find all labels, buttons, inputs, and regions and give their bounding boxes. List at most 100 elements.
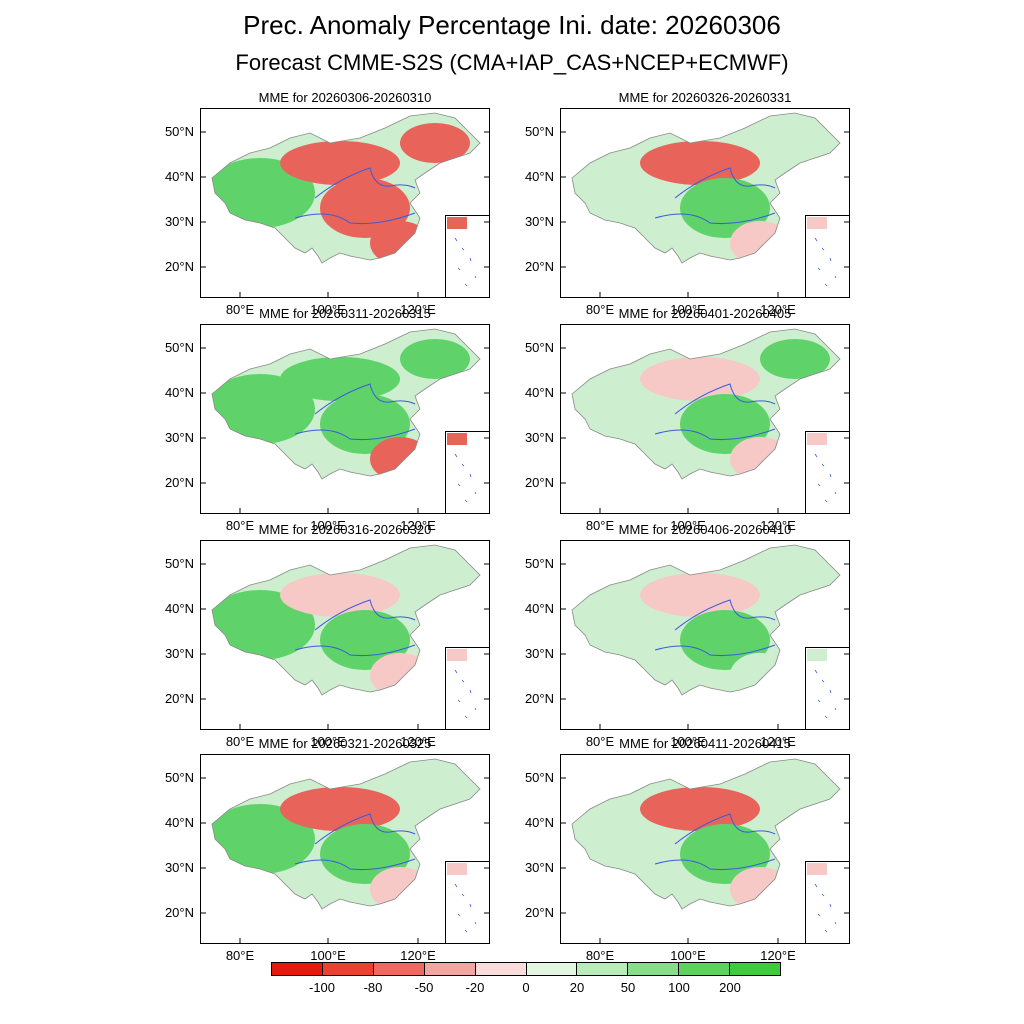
lat-label: 40°N (524, 815, 554, 830)
center-region (680, 178, 770, 238)
center-region (320, 610, 410, 670)
colorbar-segment (424, 963, 476, 975)
lat-label: 50°N (524, 556, 554, 571)
lat-label: 30°N (524, 646, 554, 661)
country-outline (211, 544, 481, 696)
center-region (320, 178, 410, 238)
panel-title: MME for 20260406-20260410 (618, 522, 792, 537)
south-china-sea-inset (805, 861, 850, 944)
yangtze-river (654, 644, 776, 657)
yangtze-river (654, 428, 776, 441)
lat-label: 40°N (164, 385, 194, 400)
yellow-river (674, 383, 776, 415)
china-map (560, 324, 850, 514)
west-region (572, 158, 675, 228)
lat-label: 50°N (164, 770, 194, 785)
colorbar-tick-label: -50 (414, 980, 434, 995)
colorbar-tick-label: -20 (465, 980, 485, 995)
yellow-river (674, 599, 776, 631)
lat-label: 30°N (164, 430, 194, 445)
china-map (560, 754, 850, 944)
south-china-sea-inset (445, 647, 490, 730)
yangtze-river (294, 644, 416, 657)
lon-label: 80°E (585, 948, 615, 963)
lon-label: 120°E (760, 948, 796, 963)
lat-label: 40°N (524, 169, 554, 184)
lat-label: 20°N (164, 691, 194, 706)
west-region (572, 804, 675, 874)
lat-label: 20°N (524, 259, 554, 274)
north-region (280, 357, 400, 401)
colorbar-segment (272, 963, 323, 975)
map-panel: MME for 20260316-20260320 50°N 40°N 30°N 20°… (165, 522, 490, 749)
china-map (200, 754, 490, 944)
lat-label: 40°N (524, 601, 554, 616)
north-region (640, 357, 760, 401)
north-region (640, 141, 760, 185)
map-panel: MME for 20260411-20260415 50°N 40°N 30°N 20°… (525, 736, 850, 963)
north-region (640, 573, 760, 617)
west-region (572, 590, 675, 660)
country-outline (571, 758, 841, 910)
lon-label: 120°E (400, 518, 436, 533)
northeast-region (400, 555, 470, 595)
colorbar-tick-label: 50 (620, 980, 636, 995)
yangtze-river (294, 858, 416, 871)
colorbar-segment (577, 963, 629, 975)
lon-label: 80°E (225, 948, 255, 963)
lon-label: 100°E (310, 518, 346, 533)
yellow-river (674, 813, 776, 845)
panel-title: MME for 20260311-20260315 (259, 306, 431, 321)
panel-title: MME for 20260316-20260320 (258, 522, 432, 537)
colorbar-tick-label: 20 (569, 980, 585, 995)
lat-label: 30°N (164, 860, 194, 875)
south-china-sea-inset (445, 861, 490, 944)
china-map (560, 540, 850, 730)
panel-title: MME for 20260321-20260325 (258, 736, 432, 751)
colorbar-segment (679, 963, 731, 975)
west-region (212, 804, 315, 874)
colorbar-segment (322, 963, 374, 975)
northeast-region (760, 769, 830, 809)
map-panel: MME for 20260311-20260315 50°N 40°N 30°N 20°… (165, 306, 490, 533)
north-region (280, 573, 400, 617)
lon-label: 80°E (585, 302, 615, 317)
lon-label: 80°E (225, 302, 255, 317)
lon-label: 120°E (400, 948, 436, 963)
northeast-region (760, 123, 830, 163)
country-outline (571, 112, 841, 264)
lon-label: 80°E (585, 734, 615, 749)
country-outline (211, 758, 481, 910)
center-region (680, 610, 770, 670)
yangtze-river (654, 858, 776, 871)
panel-title: MME for 20260326-20260331 (618, 90, 792, 105)
country-outline (211, 112, 481, 264)
lon-label: 80°E (585, 518, 615, 533)
lon-label: 120°E (760, 734, 796, 749)
yellow-river (314, 599, 416, 631)
yellow-river (674, 167, 776, 199)
colorbar-tick-label: -80 (363, 980, 383, 995)
lat-label: 20°N (524, 691, 554, 706)
china-map (200, 324, 490, 514)
northeast-region (760, 339, 830, 379)
lon-label: 100°E (670, 518, 706, 533)
center-region (680, 824, 770, 884)
lat-label: 40°N (164, 815, 194, 830)
yellow-river (314, 813, 416, 845)
map-panel: MME for 20260406-20260410 50°N 40°N 30°N 20°… (525, 522, 850, 749)
lon-label: 100°E (310, 302, 346, 317)
lat-label: 30°N (164, 214, 194, 229)
yangtze-river (654, 212, 776, 225)
lat-label: 20°N (164, 259, 194, 274)
south-china-sea-inset (445, 215, 490, 298)
lat-label: 30°N (164, 646, 194, 661)
south-china-sea-inset (805, 647, 850, 730)
north-region (280, 141, 400, 185)
lon-label: 80°E (225, 734, 255, 749)
lat-label: 30°N (524, 860, 554, 875)
colorbar-tick-label: 200 (719, 980, 741, 995)
colorbar-segment (373, 963, 425, 975)
lat-label: 30°N (524, 430, 554, 445)
map-panel: MME for 20260306-20260310 50°N 40°N 30°N 20°… (165, 90, 490, 317)
